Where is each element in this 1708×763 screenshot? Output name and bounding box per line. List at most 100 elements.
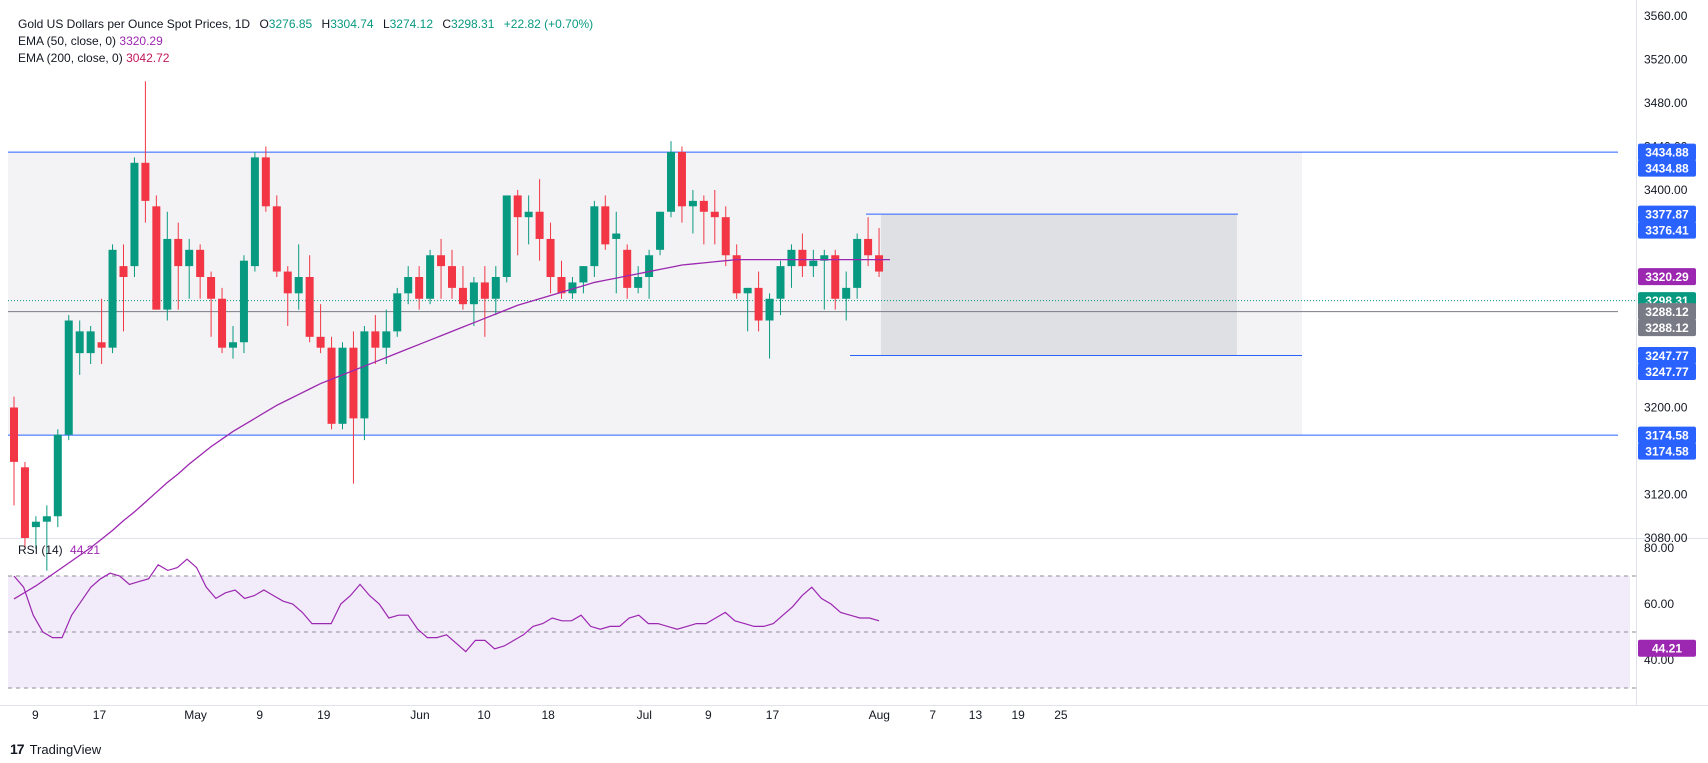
candle-body[interactable]	[710, 211, 719, 218]
time-tick-label: 7	[929, 708, 936, 722]
candle-body[interactable]	[316, 336, 325, 348]
candle-body[interactable]	[404, 277, 413, 294]
candle-body[interactable]	[437, 255, 446, 267]
candle-body[interactable]	[502, 195, 511, 277]
prev-close-alt-tag	[1638, 319, 1696, 337]
candle-body[interactable]	[371, 331, 380, 348]
candle-body[interactable]	[42, 516, 51, 522]
candle-body[interactable]	[732, 255, 741, 294]
candle-body[interactable]	[261, 157, 270, 207]
ema50-tag	[1638, 268, 1696, 286]
candle-body[interactable]	[754, 287, 763, 321]
candle-body[interactable]	[415, 277, 424, 299]
candle-body[interactable]	[393, 293, 402, 332]
resistance-alt-tag	[1638, 159, 1696, 177]
tradingview-logo-icon: 17	[10, 741, 25, 757]
candle-body[interactable]	[688, 200, 697, 207]
candle-body[interactable]	[349, 347, 358, 419]
candle-body[interactable]	[108, 249, 117, 348]
candle-body[interactable]	[64, 320, 73, 435]
candle-body[interactable]	[130, 162, 139, 267]
candle-body[interactable]	[809, 260, 818, 267]
candle-body[interactable]	[667, 151, 675, 212]
candle-body[interactable]	[86, 331, 95, 354]
candle-body[interactable]	[677, 151, 686, 207]
candle-body[interactable]	[480, 282, 489, 299]
candle-body[interactable]	[327, 347, 336, 424]
inner-resistance-alt-tag	[1638, 221, 1696, 239]
candle-body[interactable]	[294, 277, 303, 294]
candle-body[interactable]	[798, 249, 807, 267]
time-tick-label: 25	[1054, 708, 1068, 722]
candle-body[interactable]	[842, 287, 851, 299]
candle-body[interactable]	[75, 331, 84, 354]
rsi-label: RSI (14)	[18, 543, 63, 557]
candle-body[interactable]	[513, 195, 522, 218]
ema200-legend: EMA (200, close, 0) 3042.72	[18, 51, 169, 65]
candle-body[interactable]	[590, 206, 599, 267]
candle-body[interactable]	[207, 277, 216, 299]
candle-body[interactable]	[31, 521, 40, 528]
rsi-value-tag	[1638, 639, 1696, 657]
candle-body[interactable]	[185, 249, 194, 267]
candle-body[interactable]	[174, 238, 183, 267]
candle-body[interactable]	[612, 233, 621, 239]
candle-body[interactable]	[535, 211, 544, 239]
candle-body[interactable]	[97, 342, 106, 348]
candle-body[interactable]	[53, 434, 62, 517]
candle-body[interactable]	[743, 287, 752, 294]
candle-body[interactable]	[765, 298, 774, 321]
candle-body[interactable]	[491, 277, 500, 299]
candle-body[interactable]	[601, 206, 610, 245]
price-tick-label: 3400.00	[1644, 183, 1688, 197]
candle-body[interactable]	[229, 342, 237, 348]
candle-body[interactable]	[152, 206, 161, 310]
time-tick-label: 9	[705, 708, 712, 722]
candle-body[interactable]	[338, 347, 347, 424]
ema200-label: EMA (200, close, 0)	[18, 51, 123, 65]
candle-body[interactable]	[272, 206, 281, 272]
high-value: 3304.74	[330, 17, 374, 31]
candle-body[interactable]	[820, 255, 829, 261]
candle-body[interactable]	[853, 238, 862, 288]
candle-body[interactable]	[119, 266, 128, 277]
candle-body[interactable]	[458, 287, 467, 305]
candle-body[interactable]	[656, 211, 665, 250]
candle-body[interactable]	[283, 271, 292, 294]
candle-body[interactable]	[448, 266, 456, 288]
candle-body[interactable]	[20, 467, 29, 538]
candle-body[interactable]	[875, 255, 884, 272]
candle-body[interactable]	[524, 211, 533, 218]
candle-body[interactable]	[557, 277, 566, 294]
candle-body[interactable]	[239, 260, 248, 343]
candle-body[interactable]	[305, 277, 314, 337]
candle-body[interactable]	[645, 255, 654, 277]
candle-body[interactable]	[469, 282, 478, 305]
ema50-line	[13, 258, 890, 600]
time-tick-label: 19	[1012, 708, 1026, 722]
candle-body[interactable]	[250, 157, 259, 267]
candle-body[interactable]	[623, 249, 632, 288]
candle-body[interactable]	[699, 200, 708, 212]
candle-body[interactable]	[382, 331, 391, 348]
candle-body[interactable]	[163, 238, 172, 310]
candle-body[interactable]	[426, 255, 435, 299]
candle-body[interactable]	[831, 255, 840, 299]
candle-body[interactable]	[864, 238, 873, 256]
candle-body[interactable]	[360, 331, 369, 419]
resistance-alt-tag-label: 3434.88	[1645, 162, 1689, 176]
rsi-value: 44.21	[70, 543, 101, 557]
candle-body[interactable]	[579, 266, 588, 283]
candle-body[interactable]	[141, 162, 150, 201]
tradingview-brand[interactable]: 17 TradingView	[10, 741, 101, 757]
candle-body[interactable]	[634, 277, 643, 288]
candle-body[interactable]	[10, 407, 18, 462]
candle-body[interactable]	[546, 238, 555, 277]
candle-body[interactable]	[776, 266, 785, 299]
candle-body[interactable]	[787, 249, 796, 267]
candle-body[interactable]	[568, 282, 577, 294]
candle-body[interactable]	[721, 217, 730, 256]
candle-body[interactable]	[218, 298, 227, 348]
candle-body[interactable]	[196, 249, 205, 277]
